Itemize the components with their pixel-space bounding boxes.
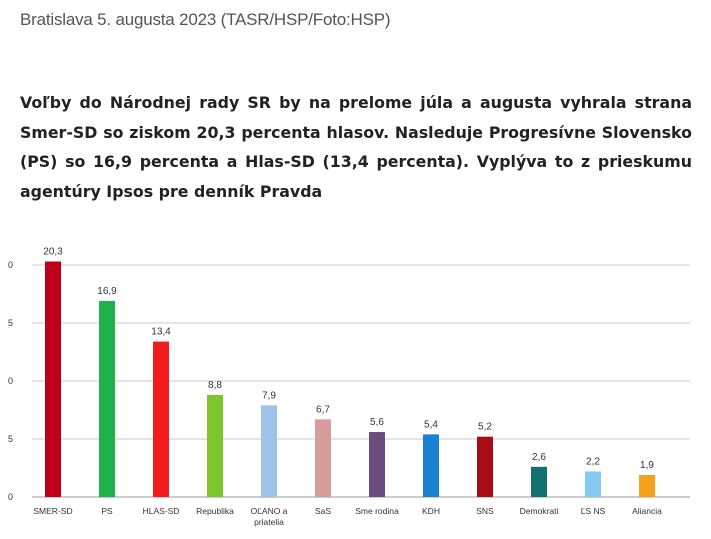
category-label: Republika (196, 506, 234, 516)
category-label: OĽANO a priatelia (251, 506, 288, 527)
bar-0 (45, 261, 61, 497)
value-label: 8,8 (208, 380, 222, 391)
value-label: 5,2 (478, 422, 492, 433)
article-lead: Voľby do Národnej rady SR by na prelome … (20, 93, 692, 201)
value-label: 6,7 (316, 404, 330, 415)
value-label: 1,9 (640, 460, 654, 471)
bar-5 (315, 419, 331, 497)
category-label: SaS (315, 506, 331, 516)
value-label: 5,6 (370, 417, 384, 428)
value-label: 2,6 (532, 452, 546, 463)
y-tick-label: 0 (8, 376, 13, 386)
value-label: 16,9 (97, 286, 117, 297)
category-label: Aliancia (632, 506, 662, 516)
category-label: HLAS-SD (143, 506, 180, 516)
y-tick-label: 0 (8, 492, 13, 502)
bar-7 (423, 434, 439, 497)
value-label: 5,4 (424, 419, 438, 430)
value-label: 20,3 (43, 247, 63, 258)
category-label: Demokrati (520, 506, 559, 516)
category-label: KDH (422, 506, 440, 516)
bar-8 (477, 436, 493, 497)
bar-chart: 0 5 0 5 0 20,3 SMER-SD 16,9 PS 13,4 HLAS-SD 8,8 Repu… (0, 228, 711, 539)
category-label: SMER-SD (33, 506, 72, 516)
category-label: ĽS NS (581, 506, 606, 516)
bar-9 (531, 466, 547, 497)
bar-11 (639, 474, 655, 497)
y-tick-label: 0 (8, 260, 13, 270)
category-label: Sme rodina (355, 506, 399, 516)
value-label: 7,9 (262, 390, 276, 401)
photo-caption: Bratislava 5. augusta 2023 (TASR/HSP/Fot… (20, 10, 391, 29)
category-label: SNS (476, 506, 494, 516)
bar-3 (207, 394, 223, 497)
y-tick-label: 5 (8, 318, 13, 328)
bar-2 (153, 341, 169, 497)
bar-10 (585, 471, 601, 497)
category-label: PS (101, 506, 113, 516)
bar-6 (369, 432, 385, 497)
bar-4 (261, 405, 277, 497)
value-label: 13,4 (151, 327, 171, 338)
value-label: 2,2 (586, 456, 600, 467)
bar-chart-svg: 0 5 0 5 0 20,3 SMER-SD 16,9 PS 13,4 HLAS-SD 8,8 Repu… (8, 247, 690, 527)
y-tick-label: 5 (8, 434, 13, 444)
bar-1 (99, 300, 115, 497)
